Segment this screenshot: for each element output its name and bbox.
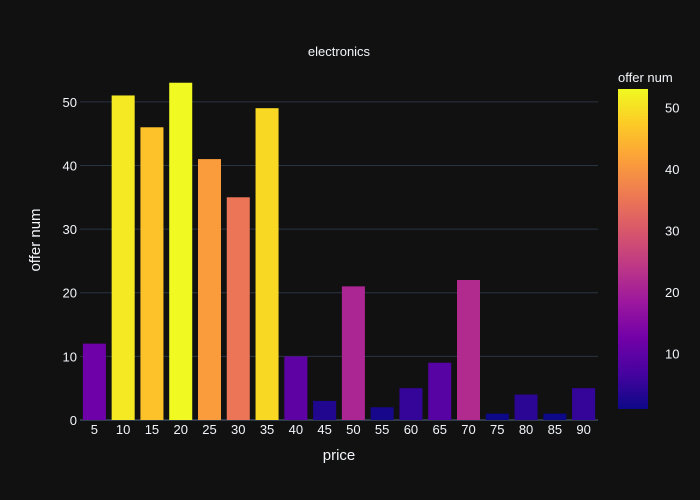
bar-55 — [370, 407, 394, 420]
gridlines — [80, 101, 598, 421]
bar-50 — [341, 286, 365, 420]
colorbar-gradient — [618, 89, 648, 409]
y-tick-label: 40 — [63, 158, 77, 173]
colorbar-tick-label: 40 — [665, 162, 679, 177]
y-tick-labels: 0 10 20 30 40 50 — [63, 95, 77, 428]
bar-65 — [428, 362, 452, 420]
chart-title: electronics — [308, 44, 371, 59]
x-tick-label: 85 — [548, 422, 562, 437]
x-tick-label: 45 — [317, 422, 331, 437]
x-tick-label: 10 — [116, 422, 130, 437]
x-tick-label: 70 — [461, 422, 475, 437]
x-axis-title: price — [323, 447, 356, 464]
x-tick-label: 5 — [91, 422, 98, 437]
bar-20 — [169, 82, 193, 421]
x-tick-label: 50 — [346, 422, 360, 437]
x-tick-label: 35 — [260, 422, 274, 437]
colorbar-tick-labels: 10 20 30 40 50 — [665, 100, 679, 361]
bar-80 — [514, 394, 538, 420]
y-tick-label: 50 — [63, 95, 77, 110]
colorbar-title: offer num — [618, 70, 673, 85]
y-tick-label: 30 — [63, 222, 77, 237]
colorbar: offer num 10 20 30 40 50 — [618, 70, 679, 409]
x-tick-label: 30 — [231, 422, 245, 437]
bar-15 — [140, 127, 164, 420]
x-tick-label: 55 — [375, 422, 389, 437]
x-tick-labels: 5 10 15 20 25 30 35 40 45 50 55 60 65 70 75 80 85 90 — [91, 422, 591, 437]
y-tick-label: 10 — [63, 349, 77, 364]
bar-30 — [226, 197, 250, 420]
bars — [82, 82, 596, 421]
x-tick-label: 90 — [576, 422, 590, 437]
bar-35 — [255, 108, 279, 420]
x-tick-label: 75 — [490, 422, 504, 437]
y-tick-label: 0 — [70, 413, 77, 428]
y-axis-title: offer num — [27, 208, 44, 271]
bar-90 — [572, 388, 596, 420]
x-tick-label: 80 — [519, 422, 533, 437]
x-tick-label: 15 — [145, 422, 159, 437]
x-tick-label: 40 — [289, 422, 303, 437]
bar-40 — [284, 356, 308, 420]
colorbar-tick-label: 20 — [665, 285, 679, 300]
bar-25 — [197, 159, 222, 420]
colorbar-tick-label: 30 — [665, 224, 679, 239]
bar-5 — [82, 343, 106, 420]
x-tick-label: 25 — [202, 422, 216, 437]
bar-60 — [399, 388, 423, 420]
bar-75 — [485, 413, 509, 420]
x-tick-label: 65 — [432, 422, 446, 437]
bar-45 — [313, 400, 337, 420]
x-tick-label: 20 — [173, 422, 187, 437]
colorbar-tick-label: 50 — [665, 100, 679, 115]
x-tick-label: 60 — [404, 422, 418, 437]
y-tick-label: 20 — [63, 286, 77, 301]
colorbar-tick-label: 10 — [665, 347, 679, 362]
bar-70 — [456, 280, 481, 420]
bar-85 — [543, 413, 567, 420]
bar-10 — [111, 95, 135, 421]
